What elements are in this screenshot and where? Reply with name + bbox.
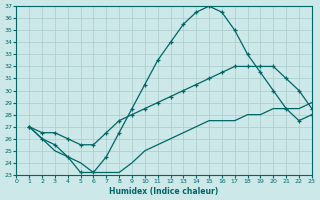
X-axis label: Humidex (Indice chaleur): Humidex (Indice chaleur) (109, 187, 219, 196)
